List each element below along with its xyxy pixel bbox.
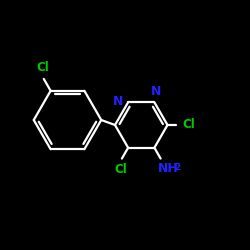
- Text: Cl: Cl: [36, 61, 49, 74]
- Text: Cl: Cl: [182, 118, 195, 132]
- Text: Cl: Cl: [114, 163, 127, 176]
- Text: N: N: [113, 95, 124, 108]
- Text: N: N: [150, 85, 161, 98]
- Text: 2: 2: [174, 163, 181, 172]
- Text: NH: NH: [158, 162, 179, 174]
